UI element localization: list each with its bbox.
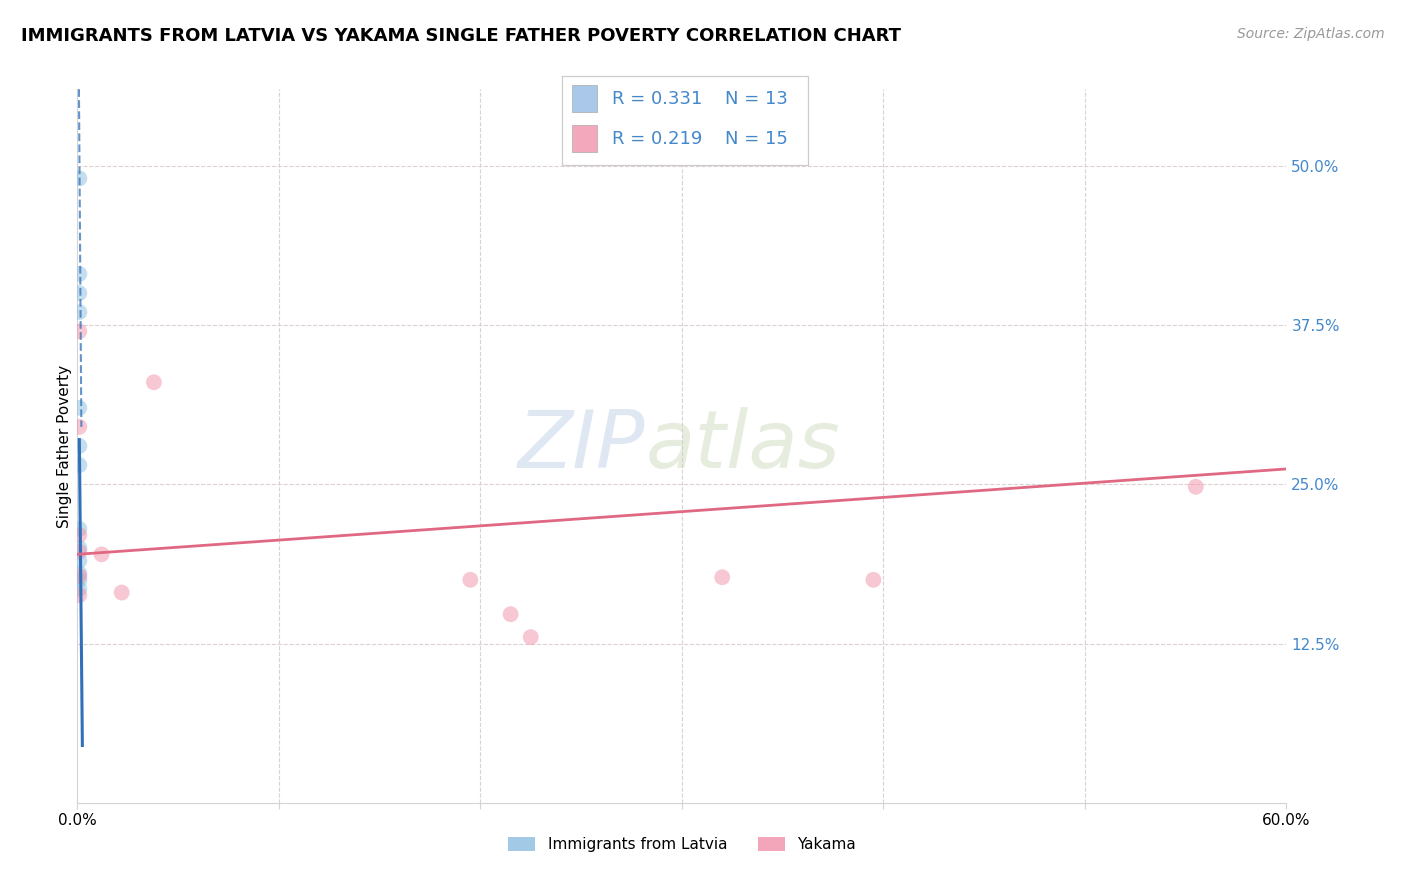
Point <box>67 420 90 434</box>
Point <box>67 286 90 301</box>
Point <box>90 547 112 561</box>
Point <box>67 569 90 583</box>
Point <box>67 522 90 536</box>
Point <box>862 573 884 587</box>
Point <box>67 439 90 453</box>
Point <box>67 573 90 587</box>
Point <box>67 566 90 581</box>
Point <box>499 607 522 622</box>
Point <box>67 545 90 559</box>
Point <box>67 401 90 415</box>
Y-axis label: Single Father Poverty: Single Father Poverty <box>56 365 72 527</box>
Point <box>711 570 734 584</box>
Point <box>67 324 90 338</box>
Text: atlas: atlas <box>645 407 841 485</box>
FancyBboxPatch shape <box>572 85 596 112</box>
Text: ZIP: ZIP <box>519 407 645 485</box>
Point <box>67 588 90 602</box>
Legend: Immigrants from Latvia, Yakama: Immigrants from Latvia, Yakama <box>508 838 856 852</box>
Text: N = 13: N = 13 <box>725 89 787 108</box>
Point <box>67 458 90 472</box>
Text: R = 0.219: R = 0.219 <box>612 129 702 148</box>
Point <box>111 585 134 599</box>
Text: Source: ZipAtlas.com: Source: ZipAtlas.com <box>1237 27 1385 41</box>
Point <box>142 376 165 390</box>
FancyBboxPatch shape <box>572 125 596 152</box>
Point <box>67 554 90 568</box>
Point <box>520 630 543 644</box>
Point <box>67 528 90 542</box>
Point <box>458 573 481 587</box>
Text: R = 0.331: R = 0.331 <box>612 89 702 108</box>
Text: N = 15: N = 15 <box>725 129 787 148</box>
Point <box>1185 480 1208 494</box>
Point <box>67 541 90 555</box>
Point <box>67 171 90 186</box>
Text: IMMIGRANTS FROM LATVIA VS YAKAMA SINGLE FATHER POVERTY CORRELATION CHART: IMMIGRANTS FROM LATVIA VS YAKAMA SINGLE … <box>21 27 901 45</box>
Point <box>67 267 90 281</box>
Point <box>67 582 90 596</box>
Point <box>67 305 90 319</box>
